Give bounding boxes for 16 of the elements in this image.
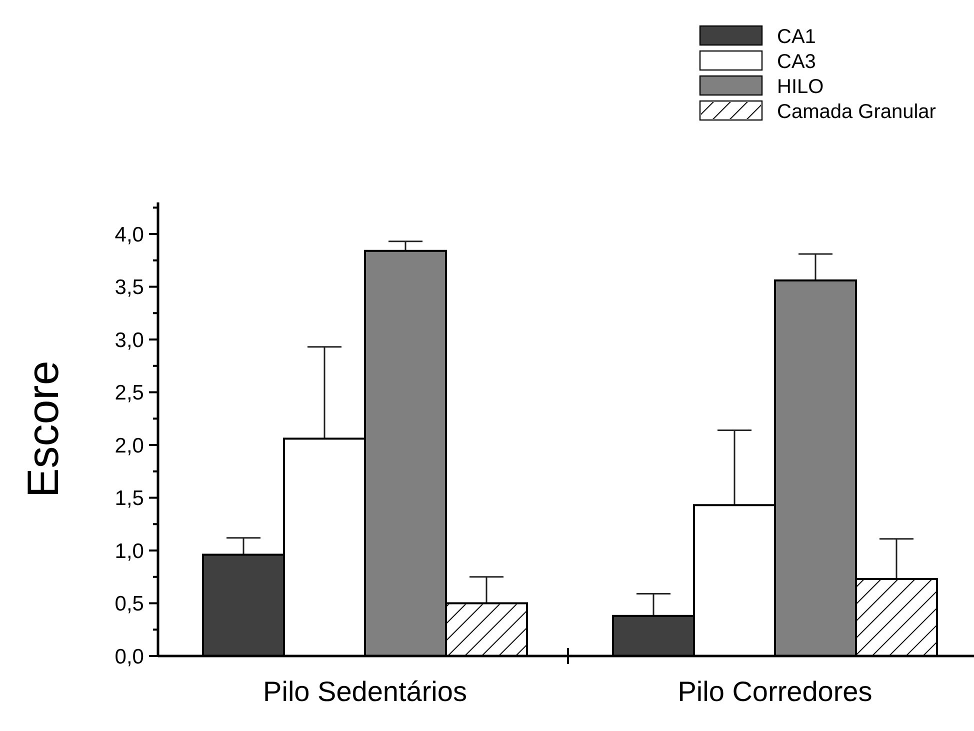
legend-label: CA1 — [777, 26, 816, 48]
y-tick-label: 0,0 — [114, 645, 144, 668]
x-tick-label: Pilo Corredores — [678, 676, 872, 707]
legend-label: HILO — [777, 76, 824, 98]
y-tick-label: 1,5 — [114, 487, 144, 510]
y-tick-label: 3,5 — [114, 276, 144, 300]
legend-label: Camada Granular — [777, 101, 936, 123]
y-tick-label: 3,0 — [114, 328, 144, 352]
y-tick-label: 4,0 — [114, 223, 144, 246]
y-tick-label: 1,0 — [114, 540, 144, 563]
y-tick-label: 0,5 — [114, 592, 144, 616]
x-tick-label: Pilo Sedentários — [263, 676, 467, 707]
legend-label: CA3 — [777, 51, 816, 73]
y-axis-title: Escore — [19, 360, 68, 498]
y-tick-label: 2,0 — [114, 434, 144, 458]
y-tick-label: 2,5 — [114, 382, 144, 405]
